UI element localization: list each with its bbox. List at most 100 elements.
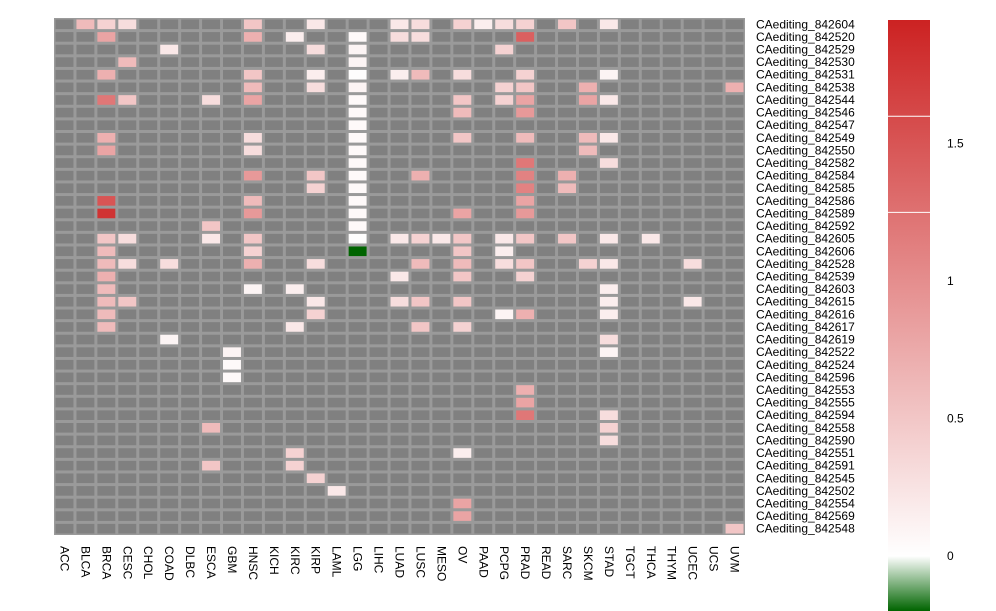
heatmap-cell-missing <box>223 208 241 219</box>
heatmap-cell-missing <box>495 511 514 521</box>
heatmap-cell-missing <box>390 385 409 395</box>
heatmap-cell-missing <box>578 423 597 433</box>
heatmap-cell <box>285 284 304 294</box>
heatmap-cell-missing <box>181 271 200 282</box>
heatmap-cell-missing <box>599 208 618 219</box>
heatmap-cell-missing <box>599 107 618 118</box>
heatmap-cell-missing <box>725 196 744 206</box>
heatmap-cell-missing <box>537 107 556 118</box>
heatmap-cell-missing <box>55 259 74 269</box>
heatmap-cell-missing <box>620 95 639 105</box>
heatmap-cell-missing <box>704 486 723 496</box>
heatmap-cell <box>348 208 367 219</box>
heatmap-cell-missing <box>725 246 744 257</box>
heatmap-cell-missing <box>97 44 116 55</box>
heatmap-cell <box>516 107 535 118</box>
heatmap-cell <box>599 410 618 421</box>
heatmap-cell-missing <box>516 296 535 307</box>
heatmap-cell-missing <box>432 183 451 194</box>
heatmap-cell-missing <box>306 284 325 294</box>
heatmap-cell-missing <box>306 347 325 357</box>
heatmap-cell-missing <box>181 95 200 105</box>
heatmap-cell <box>390 233 409 244</box>
heatmap-cell-missing <box>348 347 367 357</box>
heatmap-cell-missing <box>725 145 744 156</box>
heatmap-cell-missing <box>662 322 681 332</box>
heatmap-cell-missing <box>641 221 660 231</box>
heatmap-cell-missing <box>264 435 283 446</box>
heatmap-cell-missing <box>662 145 681 156</box>
heatmap-cell-missing <box>390 132 409 143</box>
heatmap-cell <box>516 132 535 143</box>
heatmap-cell-missing <box>327 158 346 168</box>
heatmap-cell-missing <box>369 334 388 345</box>
heatmap-cell-missing <box>474 511 493 521</box>
heatmap-cell-missing <box>725 132 744 143</box>
heatmap-cell-missing <box>160 347 179 357</box>
heatmap-cell-missing <box>181 448 200 458</box>
heatmap-cell-missing <box>495 486 514 496</box>
heatmap-cell-missing <box>537 132 556 143</box>
heatmap-cell-missing <box>578 334 597 345</box>
heatmap-cell-missing <box>285 132 304 143</box>
heatmap-cell-missing <box>474 95 493 105</box>
heatmap-cell-missing <box>327 309 346 320</box>
heatmap-cell-missing <box>55 359 74 370</box>
heatmap-cell-missing <box>243 473 262 484</box>
heatmap-cell-missing <box>223 259 241 269</box>
legend-ticks: 0 0.5 1 1.5 <box>888 115 964 563</box>
heatmap-cell-missing <box>411 208 430 219</box>
heatmap-cell-missing <box>118 271 137 282</box>
heatmap-cell-missing <box>139 473 158 484</box>
heatmap-cell-missing <box>285 44 304 55</box>
heatmap-cell-missing <box>306 423 325 433</box>
heatmap-cell-missing <box>495 523 514 534</box>
heatmap-cell-missing <box>432 435 451 446</box>
heatmap-cell-missing <box>641 196 660 206</box>
row-label: CAediting_842531 <box>756 68 855 82</box>
heatmap-cell-missing <box>516 359 535 370</box>
heatmap-cell-missing <box>495 170 514 181</box>
heatmap-cell-missing <box>55 170 74 181</box>
heatmap-cell-missing <box>578 208 597 219</box>
heatmap-cell-missing <box>264 196 283 206</box>
heatmap-cell-missing <box>578 120 597 130</box>
heatmap-cell-missing <box>243 397 262 408</box>
heatmap-cell-missing <box>306 233 325 244</box>
heatmap-cell-missing <box>97 57 116 67</box>
heatmap-cell-missing <box>369 511 388 521</box>
row-label: CAediting_842553 <box>756 383 855 397</box>
column-label: CESC <box>120 546 134 580</box>
heatmap-cell-missing <box>411 145 430 156</box>
heatmap-cell-missing <box>223 95 241 105</box>
heatmap-cell-missing <box>641 271 660 282</box>
heatmap-cell <box>516 271 535 282</box>
heatmap-cell-missing <box>704 95 723 105</box>
heatmap-cell-missing <box>641 347 660 357</box>
heatmap-cell-missing <box>662 120 681 130</box>
heatmap-cell-missing <box>369 322 388 332</box>
column-label: PCPG <box>497 546 511 580</box>
heatmap-cell-missing <box>599 511 618 521</box>
heatmap-cell <box>599 296 618 307</box>
heatmap-cell-missing <box>578 284 597 294</box>
heatmap-cell-missing <box>599 196 618 206</box>
heatmap-cell <box>599 435 618 446</box>
heatmap-cell-missing <box>243 410 262 421</box>
heatmap-cell-missing <box>348 359 367 370</box>
heatmap-cell-missing <box>76 271 95 282</box>
heatmap-cell-missing <box>516 347 535 357</box>
row-label: CAediting_842528 <box>756 257 855 271</box>
heatmap-cell-missing <box>306 271 325 282</box>
heatmap-cell-missing <box>578 32 597 42</box>
heatmap-cell-missing <box>537 410 556 421</box>
heatmap-cell-missing <box>139 145 158 156</box>
heatmap-cell <box>243 82 262 93</box>
heatmap-cell-missing <box>139 221 158 231</box>
heatmap-cell-missing <box>411 44 430 55</box>
heatmap-cell-missing <box>390 372 409 383</box>
heatmap-cell-missing <box>516 523 535 534</box>
heatmap-cell-missing <box>327 271 346 282</box>
heatmap-cell-missing <box>474 170 493 181</box>
heatmap-cell <box>97 145 116 156</box>
